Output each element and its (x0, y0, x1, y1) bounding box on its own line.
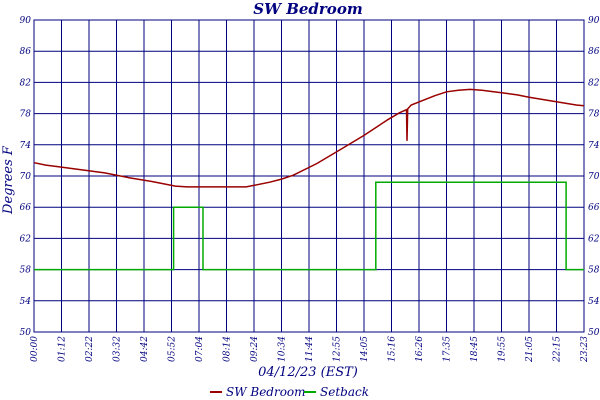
series-layer (33, 88, 585, 271)
x-tick-labels: 00:00 01:12 02:22 03:32 04:42 05:52 07:04 08:14… (30, 336, 590, 363)
x-tick-label: 08:14 (223, 336, 233, 362)
y-tick-label: 54 (588, 297, 600, 307)
series-line-sw-bedroom (33, 88, 585, 188)
y-tick-label: 62 (588, 234, 600, 244)
y-tick-label: 62 (20, 234, 32, 244)
x-tick-label: 23:23 (580, 336, 590, 363)
x-tick-label: 09:24 (250, 336, 260, 362)
y-tick-label: 74 (588, 141, 600, 151)
plot-frame (33, 19, 585, 333)
legend: SW Bedroom Setback (210, 385, 369, 399)
chart-title: SW Bedroom (253, 0, 362, 18)
y-tick-label: 70 (20, 172, 32, 182)
legend-label-sw-bedroom: SW Bedroom (226, 385, 306, 399)
x-tick-label: 21:05 (525, 336, 535, 363)
y-tick-label: 58 (588, 266, 600, 276)
y-tick-label: 66 (20, 203, 32, 213)
y-tick-label: 82 (20, 78, 32, 88)
y-tick-label: 70 (588, 172, 600, 182)
x-tick-label: 04:42 (140, 336, 150, 362)
y-tick-label: 78 (588, 110, 600, 120)
y-tick-label: 90 (20, 16, 32, 26)
x-tick-label: 19:55 (498, 336, 508, 362)
series-line-setback (34, 181, 584, 271)
x-tick-label: 12:55 (333, 336, 343, 362)
x-tick-label: 03:32 (113, 336, 123, 362)
x-tick-label: 16:26 (415, 336, 425, 362)
x-tick-label: 15:16 (388, 336, 398, 362)
y-tick-labels-right: 50 54 58 62 66 70 74 78 82 86 90 (588, 16, 600, 338)
y-tick-labels-left: 50 54 58 62 66 70 74 78 82 86 90 (20, 16, 32, 338)
y-tick-label: 82 (588, 78, 600, 88)
x-tick-label: 02:22 (85, 336, 95, 362)
y-tick-label: 90 (588, 16, 600, 26)
x-tick-label: 17:35 (443, 336, 453, 362)
x-tick-label: 10:34 (278, 336, 288, 362)
x-tick-label: 11:44 (305, 336, 315, 362)
y-tick-label: 50 (20, 328, 32, 338)
x-tick-label: 00:00 (30, 336, 40, 362)
x-tick-label: 07:04 (195, 336, 205, 362)
x-tick-label: 05:52 (168, 336, 178, 362)
y-tick-label: 50 (588, 328, 600, 338)
y-tick-label: 74 (20, 141, 32, 151)
x-axis-label: 04/12/23 (EST) (258, 365, 358, 380)
x-tick-label: 01:12 (58, 336, 68, 362)
y-tick-label: 66 (588, 203, 600, 213)
legend-label-setback: Setback (320, 385, 369, 399)
x-tick-label: 18:45 (470, 336, 480, 362)
y-tick-label: 86 (588, 47, 600, 57)
y-tick-label: 86 (20, 47, 32, 57)
y-tick-label: 58 (20, 266, 32, 276)
x-tick-label: 22:15 (553, 336, 563, 363)
x-tick-label: 14:05 (360, 336, 370, 362)
y-tick-label: 78 (20, 110, 32, 120)
y-axis-label: Degrees F (1, 145, 16, 215)
y-tick-label: 54 (20, 297, 32, 307)
